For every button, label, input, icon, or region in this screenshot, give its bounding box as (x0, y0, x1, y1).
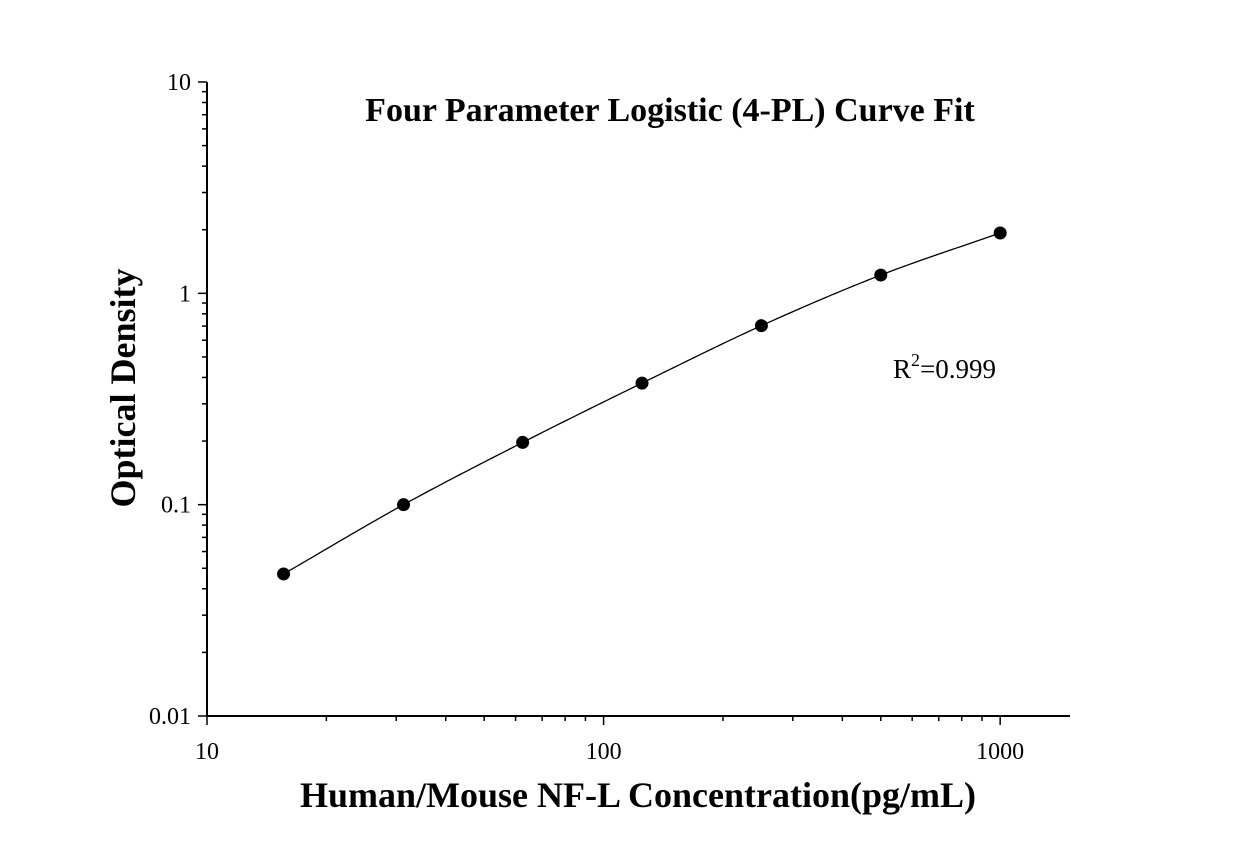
data-point (516, 435, 530, 449)
axes-layer: 10 100 1000 0.01 0.1 1 10 (149, 70, 1070, 765)
x-tick-label: 1000 (976, 739, 1024, 765)
y-tick-label: 0.1 (161, 493, 191, 519)
data-point (754, 319, 768, 333)
data-point (993, 226, 1007, 240)
data-point (397, 498, 411, 512)
y-tick-label: 1 (179, 281, 191, 307)
r-squared-superscript: 2 (911, 350, 920, 370)
x-tick-label: 10 (195, 739, 219, 765)
y-tick-label: 10 (167, 70, 191, 96)
data-point (277, 567, 291, 581)
data-points-layer (277, 226, 1007, 581)
r-squared-value: =0.999 (920, 354, 996, 384)
r-squared-base: R (893, 354, 911, 384)
labels-layer: Four Parameter Logistic (4-PL) Curve Fit… (103, 92, 996, 815)
fit-curve (283, 232, 1001, 575)
r-squared-annotation: R2=0.999 (893, 350, 996, 384)
chart-title: Four Parameter Logistic (4-PL) Curve Fit (365, 92, 975, 129)
y-tick-label: 0.01 (149, 704, 191, 730)
fit-curve-layer (283, 232, 1001, 575)
y-axis-label: Optical Density (103, 269, 143, 508)
data-point (874, 268, 888, 282)
data-point (635, 376, 649, 390)
x-axis-label: Human/Mouse NF-L Concentration(pg/mL) (300, 775, 976, 815)
x-tick-label: 100 (586, 739, 622, 765)
